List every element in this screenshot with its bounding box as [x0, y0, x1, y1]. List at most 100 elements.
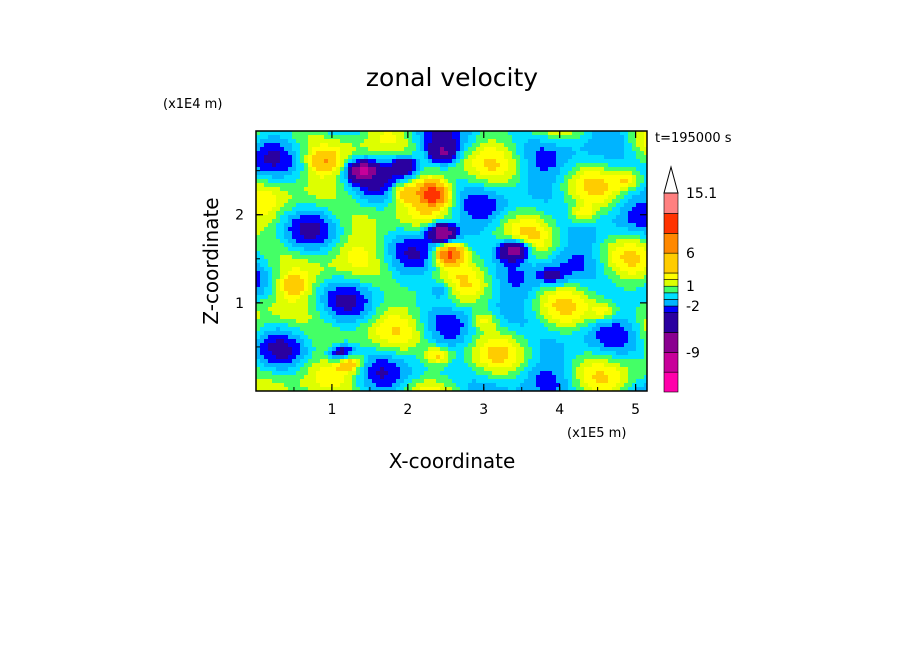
heat-cell — [452, 175, 457, 180]
heat-cell — [476, 155, 481, 160]
heat-cell — [476, 195, 481, 200]
heat-cell — [284, 139, 289, 144]
heat-cell — [304, 343, 309, 348]
heat-cell — [416, 187, 421, 192]
heat-cell — [472, 347, 477, 352]
heat-cell — [500, 135, 505, 140]
heat-cell — [420, 339, 425, 344]
heat-cell — [328, 143, 333, 148]
heat-cell — [312, 387, 317, 392]
heat-cell — [364, 243, 369, 248]
heat-cell — [260, 263, 265, 268]
heat-cell — [504, 259, 509, 264]
heat-cell — [328, 387, 333, 392]
heat-cell — [540, 347, 545, 352]
heat-cell — [356, 159, 361, 164]
heat-cell — [440, 307, 445, 312]
heat-cell — [520, 343, 525, 348]
heat-cell — [472, 351, 477, 356]
heat-cell — [504, 371, 509, 376]
heat-cell — [368, 199, 373, 204]
heat-cell — [500, 223, 505, 228]
heat-cell — [488, 295, 493, 300]
heat-cell — [548, 255, 553, 260]
heat-cell — [432, 279, 437, 284]
heat-cell — [524, 243, 529, 248]
heat-cell — [340, 271, 345, 276]
heat-cell — [352, 167, 357, 172]
heat-cell — [368, 275, 373, 280]
heat-cell — [504, 151, 509, 156]
heat-cell — [488, 339, 493, 344]
heat-cell — [540, 363, 545, 368]
heat-cell — [456, 183, 461, 188]
heat-cell — [436, 179, 441, 184]
heat-cell — [352, 243, 357, 248]
heat-cell — [464, 279, 469, 284]
heat-cell — [492, 351, 497, 356]
heat-cell — [476, 255, 481, 260]
heat-cell — [444, 295, 449, 300]
heat-cell — [272, 379, 277, 384]
heat-cell — [452, 255, 457, 260]
heat-cell — [480, 215, 485, 220]
heat-cell — [548, 199, 553, 204]
heat-cell — [500, 263, 505, 268]
heat-cell — [520, 239, 525, 244]
heat-cell — [352, 375, 357, 380]
heat-cell — [512, 183, 517, 188]
heat-cell — [416, 263, 421, 268]
heat-cell — [516, 263, 521, 268]
heat-cell — [452, 155, 457, 160]
heat-cell — [448, 327, 453, 332]
heat-cell — [496, 195, 501, 200]
heat-cell — [436, 251, 441, 256]
heat-cell — [476, 295, 481, 300]
heat-cell — [320, 259, 325, 264]
heat-cell — [392, 235, 397, 240]
heat-cell — [424, 175, 429, 180]
heat-cell — [304, 191, 309, 196]
heat-cell — [352, 155, 357, 160]
heat-cell — [360, 331, 365, 336]
heat-cell — [516, 207, 521, 212]
heat-cell — [384, 267, 389, 272]
heat-cell — [544, 135, 549, 140]
heat-cell — [440, 167, 445, 172]
heat-cell — [552, 335, 557, 340]
heat-cell — [456, 387, 461, 392]
heat-cell — [492, 203, 497, 208]
heat-cell — [300, 163, 305, 168]
heat-cell — [416, 171, 421, 176]
heat-cell — [528, 331, 533, 336]
heat-cell — [360, 139, 365, 144]
heat-cell — [364, 147, 369, 152]
heat-cell — [452, 223, 457, 228]
heat-cell — [548, 251, 553, 256]
heat-cell — [472, 363, 477, 368]
heat-cell — [524, 251, 529, 256]
heat-cell — [464, 275, 469, 280]
heat-cell — [256, 211, 261, 216]
heat-cell — [356, 167, 361, 172]
heat-cell — [432, 135, 437, 140]
heat-cell — [284, 351, 289, 356]
heat-cell — [460, 335, 465, 340]
heat-cell — [504, 307, 509, 312]
heat-cell — [344, 203, 349, 208]
heat-cell — [428, 187, 433, 192]
heat-cell — [464, 203, 469, 208]
heat-cell — [416, 283, 421, 288]
heat-cell — [296, 283, 301, 288]
heat-cell — [264, 235, 269, 240]
heat-cell — [468, 135, 473, 140]
heat-cell — [416, 279, 421, 284]
heat-cell — [264, 215, 269, 220]
heat-cell — [300, 379, 305, 384]
heat-cell — [312, 187, 317, 192]
heat-cell — [420, 231, 425, 236]
heat-cell — [512, 351, 517, 356]
heat-cell — [540, 167, 545, 172]
heat-cell — [520, 167, 525, 172]
heat-cell — [428, 223, 433, 228]
